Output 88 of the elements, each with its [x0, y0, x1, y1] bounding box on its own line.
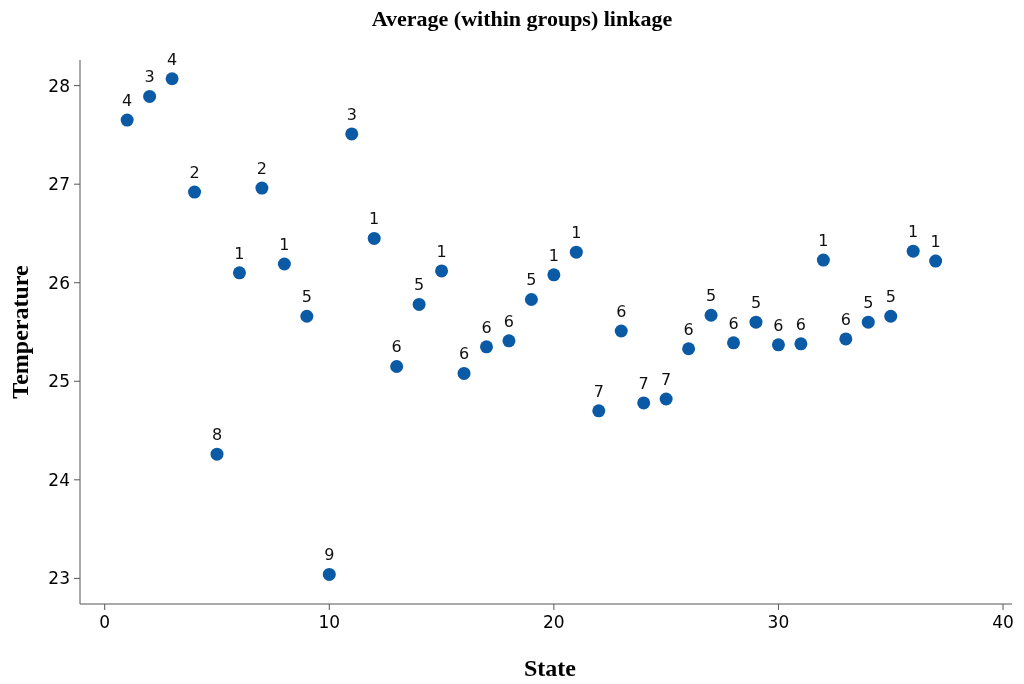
point	[502, 334, 516, 348]
annotation: 9	[324, 545, 335, 565]
point	[749, 315, 763, 329]
annotation: 1	[908, 222, 919, 242]
annotation: 5	[885, 287, 896, 307]
point	[435, 264, 449, 278]
annotation: 4	[166, 49, 178, 69]
point	[929, 254, 943, 268]
annotation: 6	[481, 317, 492, 337]
point	[345, 127, 359, 141]
annotation: 6	[503, 311, 515, 331]
x-tick-label: 10	[318, 612, 341, 632]
point	[165, 72, 179, 86]
y-tick-label: 28	[48, 75, 70, 96]
x-tick-label: 30	[767, 612, 790, 632]
annotation: 2	[256, 159, 267, 179]
annotation: 1	[234, 243, 245, 263]
annotation: 6	[616, 302, 627, 322]
x-axis-title: State	[524, 655, 577, 681]
annotation: 3	[144, 67, 155, 87]
annotation: 6	[728, 313, 739, 333]
point	[120, 113, 134, 127]
point	[143, 89, 157, 103]
point	[637, 396, 651, 410]
annotation: 1	[818, 231, 829, 251]
point	[255, 181, 269, 195]
point	[727, 336, 741, 350]
y-tick-label: 25	[48, 371, 70, 392]
point	[569, 245, 583, 259]
annotation: 6	[795, 314, 806, 334]
annotation: 1	[930, 232, 941, 252]
y-tick-label: 24	[48, 469, 70, 490]
point	[794, 337, 808, 351]
annotation: 7	[593, 381, 604, 401]
point	[906, 244, 920, 258]
x-tick-label: 20	[543, 612, 565, 632]
point	[367, 231, 381, 245]
annotation: 5	[301, 287, 312, 307]
annotation: 6	[683, 319, 694, 339]
y-axis-title: Temperature	[7, 265, 33, 399]
point	[592, 404, 606, 418]
point	[479, 340, 493, 354]
annotation: 5	[414, 275, 425, 295]
point	[614, 324, 628, 338]
point	[412, 297, 426, 311]
annotation: 5	[750, 293, 762, 313]
chart-title: Average (within groups) linkage	[371, 6, 673, 31]
annotation: 7	[661, 370, 672, 390]
annotation: 5	[863, 293, 874, 313]
annotation: 1	[369, 209, 380, 229]
point	[232, 266, 246, 280]
point	[839, 332, 853, 346]
point	[704, 308, 718, 322]
x-tick-label: 40	[992, 612, 1014, 632]
y-tick-label: 26	[48, 272, 70, 293]
point	[457, 366, 471, 380]
point	[210, 447, 224, 461]
annotation: 1	[279, 235, 290, 254]
point	[390, 360, 404, 373]
annotation: 6	[840, 309, 851, 329]
annotation: 6	[773, 315, 784, 335]
point	[188, 185, 202, 199]
point	[547, 268, 561, 282]
point	[322, 567, 336, 581]
annotation: 6	[458, 344, 470, 364]
annotation: 5	[526, 270, 537, 290]
point	[300, 309, 314, 323]
annotation: 2	[189, 163, 200, 183]
point	[771, 338, 785, 352]
point	[861, 315, 875, 329]
point	[884, 309, 898, 323]
annotation: 7	[638, 373, 649, 393]
point	[682, 342, 696, 356]
annotation: 4	[122, 91, 133, 111]
annotation: 8	[211, 425, 223, 445]
point	[524, 292, 538, 306]
annotation: 1	[436, 241, 447, 261]
annotation: 6	[391, 337, 402, 357]
annotation: 1	[571, 223, 582, 243]
y-tick-label: 23	[48, 568, 70, 589]
point	[659, 392, 673, 406]
x-tick-label: 0	[99, 612, 111, 632]
point	[277, 257, 291, 271]
annotation: 3	[346, 104, 357, 124]
annotation: 1	[548, 245, 559, 265]
y-tick-label: 27	[48, 174, 70, 195]
annotation: 5	[705, 286, 717, 306]
point	[816, 253, 830, 267]
